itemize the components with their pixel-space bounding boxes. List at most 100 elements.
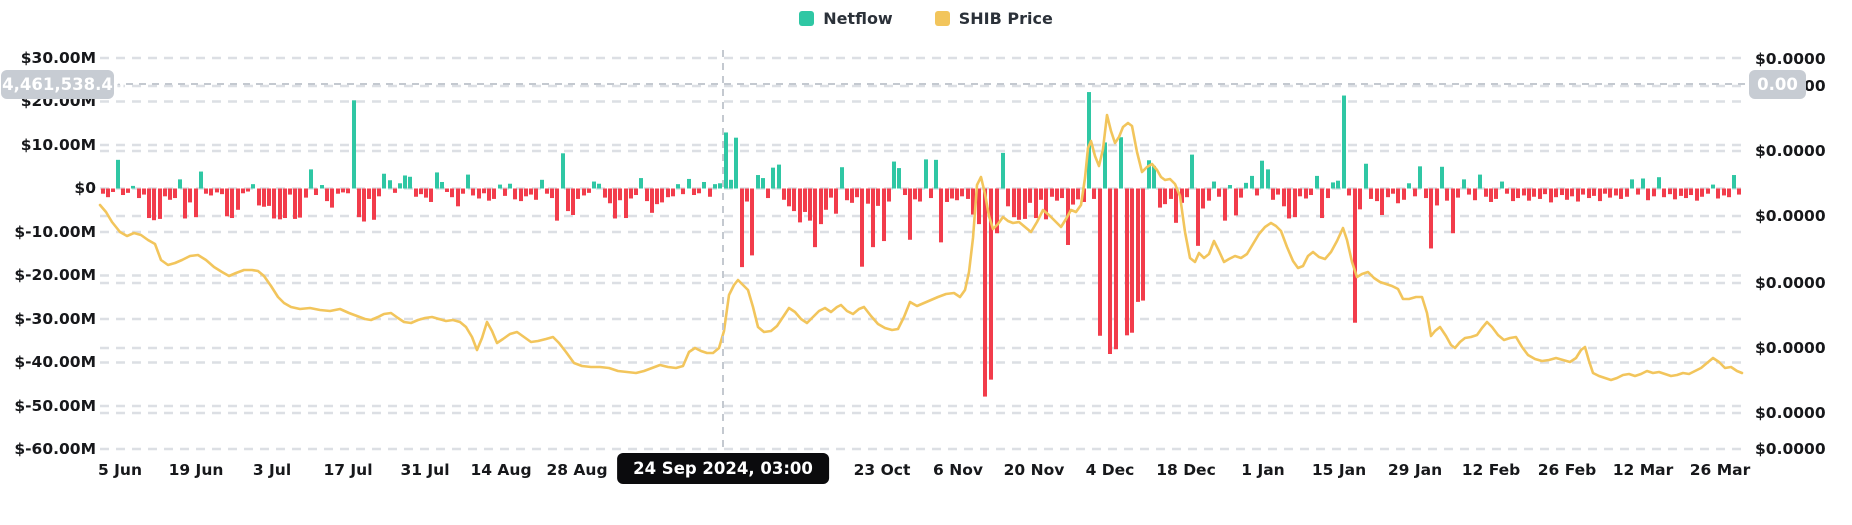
netflow-bar (1380, 188, 1384, 215)
netflow-bar (613, 188, 617, 219)
netflow-bar (913, 188, 917, 200)
netflow-bar (1163, 188, 1167, 205)
netflow-bar (824, 188, 828, 210)
netflow-bar (158, 188, 162, 219)
y-tick-label: $0 (74, 179, 96, 197)
netflow-bar (1429, 188, 1433, 249)
x-tick-label: 5 Jun (97, 461, 143, 479)
netflow-bar (566, 188, 570, 212)
netflow-bar (408, 176, 412, 189)
netflow-bar (461, 188, 465, 194)
netflow-bar (1418, 166, 1422, 189)
netflow-bar (813, 188, 817, 248)
netflow-bar (1336, 180, 1340, 189)
y-tick-label: $-40.00M (14, 353, 96, 371)
netflow-bar (597, 183, 601, 189)
netflow-bar (492, 188, 496, 199)
netflow-bar (1396, 188, 1400, 204)
netflow-bar (745, 188, 749, 202)
y-tick-label: $0.0000 (1755, 440, 1826, 458)
netflow-bar (983, 188, 987, 397)
y-tick-label: $0.0000 (1755, 50, 1826, 68)
netflow-bar (209, 188, 213, 196)
netflow-bar (618, 188, 622, 201)
netflow-bar (966, 188, 970, 199)
netflow-bar (1603, 188, 1607, 194)
netflow-bar (708, 188, 712, 197)
netflow-bar (1006, 188, 1010, 207)
netflow-bar (367, 188, 371, 199)
netflow-bar (866, 188, 870, 204)
netflow-bar (777, 164, 781, 189)
chart-legend: Netflow SHIB Price (0, 6, 1852, 30)
netflow-bar (1549, 188, 1553, 203)
y-tick-label: $0.0000 (1755, 404, 1826, 422)
netflow-bar (1391, 188, 1395, 194)
netflow-bar (1473, 188, 1477, 201)
netflow-bar (1201, 188, 1205, 209)
netflow-bar (1044, 188, 1048, 220)
netflow-bar (325, 188, 329, 202)
netflow-bar (1543, 188, 1547, 195)
netflow-bar (1462, 179, 1466, 189)
netflow-bar (278, 188, 282, 220)
netflow-bar (792, 188, 796, 212)
netflow-bar (676, 184, 680, 189)
netflow-bar (713, 184, 717, 189)
netflow-bar (257, 188, 261, 206)
x-tick-label: 4 Dec (1085, 461, 1135, 479)
shib-price-swatch-icon (934, 10, 950, 26)
netflow-bar (131, 185, 135, 189)
netflow-bar (1625, 188, 1629, 197)
netflow-bar (971, 188, 975, 215)
netflow-bar (555, 188, 559, 221)
netflow-bar (1554, 188, 1558, 198)
netflow-bar (1293, 188, 1297, 218)
netflow-bar (225, 188, 229, 217)
netflow-bar (750, 188, 754, 256)
legend-item-netflow[interactable]: Netflow (799, 9, 893, 28)
netflow-bar (1039, 188, 1043, 200)
netflow-bar (471, 188, 475, 196)
netflow-bar (1309, 188, 1313, 196)
netflow-bar (787, 188, 791, 207)
netflow-bar (582, 188, 586, 196)
netflow-bar (1451, 188, 1455, 234)
netflow-bar (283, 188, 287, 219)
x-tick-label: 20 Nov (1003, 461, 1065, 479)
netflow-bar (1516, 188, 1520, 199)
legend-item-shib-price[interactable]: SHIB Price (934, 9, 1053, 28)
netflow-bar (1478, 174, 1482, 189)
netflow-bar (1185, 188, 1189, 198)
netflow-bar (766, 188, 770, 199)
netflow-bar (977, 188, 981, 225)
netflow-bar (1489, 188, 1493, 202)
netflow-bar (545, 188, 549, 194)
netflow-bar (1532, 188, 1536, 197)
netflow-bar (587, 188, 591, 193)
netflow-bar (603, 188, 607, 198)
netflow-bar (887, 188, 891, 202)
netflow-bar (934, 159, 938, 189)
netflow-bar (456, 188, 460, 207)
netflow-bar (1174, 188, 1178, 223)
netflow-bar (1158, 188, 1162, 208)
netflow-bar (876, 188, 880, 206)
netflow-bar (220, 188, 224, 195)
x-tick-label: 28 Aug (546, 461, 608, 479)
netflow-bar (850, 188, 854, 203)
netflow-bar (1727, 188, 1731, 198)
netflow-bar (1001, 152, 1005, 189)
x-tick-label: 29 Jan (1387, 461, 1443, 479)
netflow-bar (624, 188, 628, 219)
netflow-bar (756, 175, 760, 189)
x-tick-label: 6 Nov (933, 461, 983, 479)
netflow-bar (466, 174, 470, 189)
netflow-bar (267, 188, 271, 206)
netflow-bar (592, 181, 596, 189)
netflow-bar (1511, 188, 1515, 202)
netflow-bar (1598, 188, 1602, 202)
netflow-bar (1576, 188, 1580, 202)
netflow-bar (1087, 92, 1091, 189)
